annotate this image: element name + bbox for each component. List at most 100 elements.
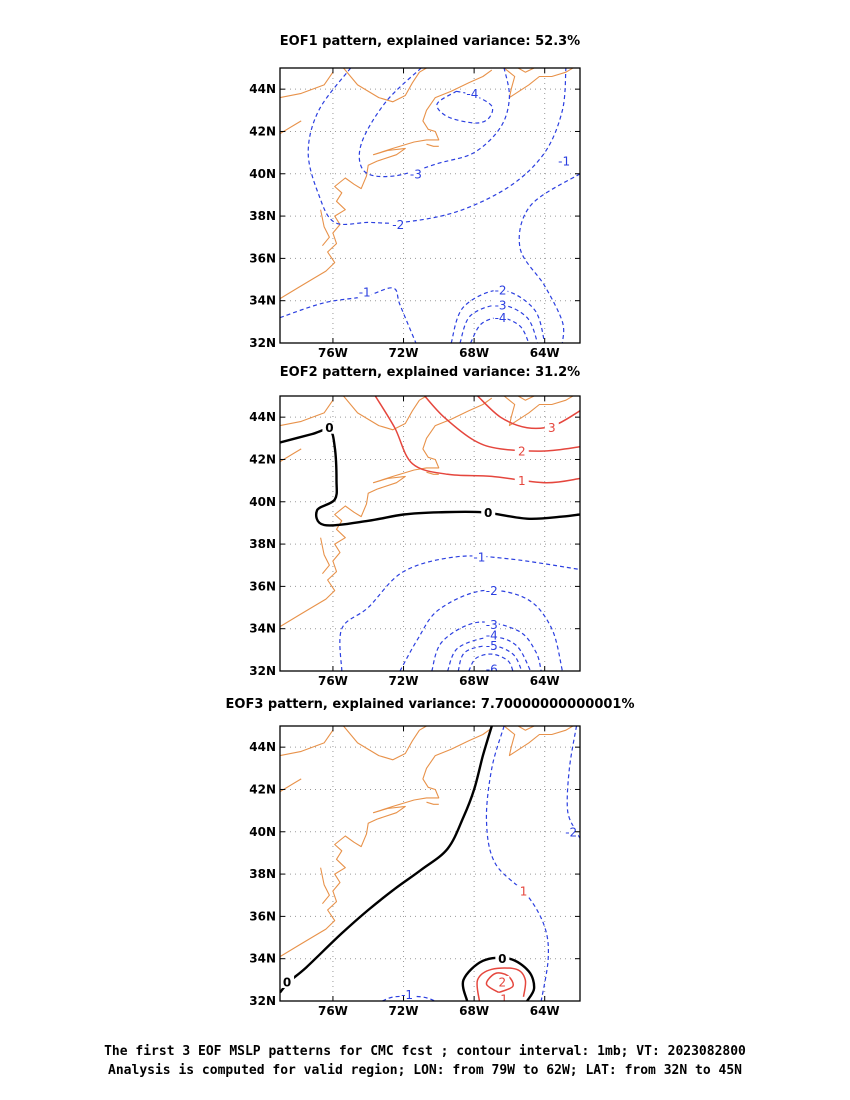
eof1-title: EOF1 pattern, explained variance: 52.3% bbox=[280, 34, 580, 49]
x-tick-label: 76W bbox=[318, 674, 348, 688]
x-tick-label: 72W bbox=[389, 346, 419, 360]
contour-label: -1 bbox=[401, 988, 413, 1002]
x-tick-label: 72W bbox=[389, 674, 419, 688]
eof1-coastline bbox=[280, 68, 575, 300]
contour-label-bg bbox=[280, 975, 295, 988]
contour-label-bg bbox=[544, 421, 559, 434]
y-tick-label: 40N bbox=[249, 167, 276, 181]
coastline-segment bbox=[343, 726, 427, 761]
eof1-grid bbox=[280, 68, 580, 343]
coastline-segment bbox=[517, 396, 535, 401]
coastline-segment bbox=[320, 537, 330, 575]
coastline-segment bbox=[426, 801, 439, 805]
contour-label: 1 bbox=[518, 474, 526, 488]
x-tick-label: 68W bbox=[459, 674, 489, 688]
eof3-panel: EOF3 pattern, explained variance: 7.7000… bbox=[226, 697, 635, 1018]
y-tick-label: 34N bbox=[249, 294, 276, 308]
coastline-segment bbox=[280, 397, 493, 628]
y-tick-label: 44N bbox=[249, 740, 276, 754]
x-tick-label: 68W bbox=[459, 346, 489, 360]
contour-label-bg bbox=[495, 952, 510, 965]
contour-line-neg1 bbox=[518, 173, 580, 343]
contour-label: -6 bbox=[486, 662, 498, 676]
caption-line-1: The first 3 EOF MSLP patterns for CMC fc… bbox=[104, 1044, 746, 1059]
eof1-contours: -4-3-2-1-1-2-3-4 bbox=[280, 68, 580, 343]
contour-label-bg bbox=[497, 992, 512, 1001]
contour-label: -3 bbox=[495, 298, 507, 312]
y-tick-label: 40N bbox=[249, 495, 276, 509]
contour-label-bg bbox=[484, 629, 499, 642]
eof3-grid bbox=[280, 726, 580, 1001]
coastline-segment bbox=[343, 68, 427, 103]
contour-line-neg1 bbox=[280, 287, 417, 343]
x-tick-label: 64W bbox=[530, 346, 560, 360]
coastline-segment bbox=[280, 71, 334, 99]
x-tick-label: 76W bbox=[318, 1004, 348, 1018]
y-tick-label: 36N bbox=[249, 251, 276, 265]
contour-label: -4 bbox=[495, 311, 507, 325]
y-tick-label: 42N bbox=[249, 452, 276, 466]
eof2-grid bbox=[280, 396, 580, 671]
contour-label: 2 bbox=[518, 445, 526, 459]
contour-label: 1 bbox=[520, 885, 528, 899]
eof3-frame bbox=[279, 725, 581, 1002]
eof3-contours: 0 0 2 1 -1 1 -2 bbox=[280, 726, 580, 1006]
coastline-segment bbox=[517, 68, 535, 73]
contour-label-bg bbox=[481, 506, 496, 519]
coastline-segment bbox=[280, 120, 302, 135]
contour-label-bg bbox=[493, 284, 508, 297]
contour-line-zero bbox=[280, 726, 493, 994]
contour-label: 0 bbox=[498, 952, 506, 966]
coastline-segment bbox=[280, 448, 302, 463]
contour-label-bg bbox=[564, 825, 579, 838]
y-tick-label: 32N bbox=[249, 336, 276, 350]
eof3-title: EOF3 pattern, explained variance: 7.7000… bbox=[226, 697, 635, 712]
coastline-segment bbox=[280, 778, 302, 793]
eof2-coastline bbox=[280, 396, 575, 628]
contour-label: 1 bbox=[500, 992, 508, 1006]
eof2-title: EOF2 pattern, explained variance: 31.2% bbox=[280, 365, 580, 380]
contour-line-pos2 bbox=[424, 396, 580, 452]
contour-line-zero bbox=[280, 428, 580, 527]
contour-line-neg4 bbox=[436, 90, 494, 124]
contour-label-bg bbox=[514, 474, 529, 487]
eof1-frame bbox=[279, 67, 581, 344]
y-tick-label: 34N bbox=[249, 622, 276, 636]
eof2-contours: 3 2 1 0 0 -1 -2 -3-4-5 -6 bbox=[280, 396, 580, 676]
contour-label-bg bbox=[495, 975, 510, 988]
coastline-segment bbox=[503, 396, 575, 427]
contour-label: 0 bbox=[484, 506, 492, 520]
contour-line-neg2 bbox=[307, 68, 567, 226]
x-tick-label: 64W bbox=[530, 1004, 560, 1018]
contour-label-bg bbox=[516, 885, 531, 897]
contour-label: -3 bbox=[486, 618, 498, 632]
contour-label: -1 bbox=[473, 550, 485, 564]
contour-label: -4 bbox=[486, 629, 498, 643]
contour-line-neg4 bbox=[447, 636, 532, 671]
eof1-panel: EOF1 pattern, explained variance: 52.3% -… bbox=[249, 34, 581, 360]
contour-label: 3 bbox=[548, 421, 556, 435]
contour-line-neg2 bbox=[399, 589, 563, 671]
contour-label: -2 bbox=[486, 584, 498, 598]
contour-label: -3 bbox=[410, 167, 422, 181]
contour-label-bg bbox=[484, 584, 499, 597]
eof3-coastline bbox=[280, 726, 575, 958]
contour-line-neg1 bbox=[485, 726, 549, 1001]
y-tick-label: 44N bbox=[249, 410, 276, 424]
caption-line-2: Analysis is computed for valid region; L… bbox=[108, 1063, 742, 1078]
x-tick-label: 72W bbox=[389, 1004, 419, 1018]
eof-panels: EOF1 pattern, explained variance: 52.3% -… bbox=[226, 34, 635, 1018]
coastline-segment bbox=[343, 396, 427, 431]
coastline-segment bbox=[280, 727, 493, 958]
contour-line-neg3 bbox=[431, 621, 542, 671]
eof2-panel: EOF2 pattern, explained variance: 31.2% 3… bbox=[249, 365, 581, 688]
y-tick-label: 38N bbox=[249, 537, 276, 551]
coastline-segment bbox=[426, 471, 439, 475]
x-tick-label: 64W bbox=[530, 674, 560, 688]
contour-label-bg bbox=[391, 218, 406, 231]
y-tick-label: 42N bbox=[249, 124, 276, 138]
contour-line-neg5 bbox=[457, 644, 523, 671]
contour-label-bg bbox=[408, 167, 423, 180]
contour-line-neg2 bbox=[566, 726, 580, 839]
contour-label-bg bbox=[557, 155, 572, 168]
